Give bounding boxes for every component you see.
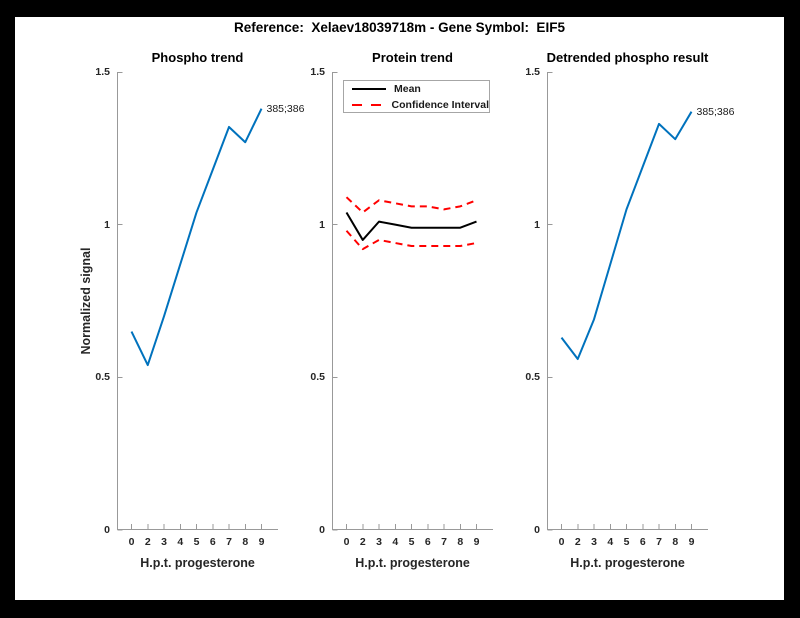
plot-area <box>117 72 278 531</box>
x-axis-label: H.p.t. progesterone <box>140 556 255 570</box>
legend-label: Confidence Interval <box>391 98 489 111</box>
x-tick-label: 0 <box>128 536 135 548</box>
y-tick-label: 0 <box>104 524 110 536</box>
x-tick-label: 7 <box>656 536 662 548</box>
x-tick-label: 8 <box>672 536 679 548</box>
confidence-upper-line <box>345 196 477 214</box>
y-axis-label: Normalized signal <box>79 247 93 355</box>
y-tick-label: 1 <box>319 218 325 231</box>
y-tick-label: 1.5 <box>95 66 110 78</box>
subplot-phospho-trend: Phospho trend Normalized signal 385;386 … <box>79 50 304 570</box>
protein-mean-line <box>345 211 477 241</box>
x-tick-label: 3 <box>376 536 382 548</box>
subplot-protein-trend: Protein trend Mean Confidence Interval H.… <box>310 50 493 570</box>
x-tick-label: 8 <box>242 536 249 548</box>
x-tick-label: 9 <box>258 536 265 548</box>
x-tick-label: 4 <box>177 536 184 548</box>
y-tick-label: 1 <box>104 218 110 231</box>
x-tick-label: 2 <box>359 536 366 548</box>
x-tick-label: 2 <box>144 536 151 548</box>
x-axis-label: H.p.t. progesterone <box>570 556 685 570</box>
x-tick-label: 4 <box>392 536 399 548</box>
x-tick-label: 9 <box>473 536 480 548</box>
y-tick-label: 0.5 <box>310 371 325 384</box>
y-tick-label: 0.5 <box>95 371 110 384</box>
y-tick-label: 0.5 <box>525 371 540 384</box>
x-tick-label: 9 <box>688 536 695 548</box>
figure-title: Reference: Xelaev18039718m - Gene Symbol… <box>234 20 565 35</box>
confidence-lower-line <box>345 230 477 251</box>
y-tick-label: 1.5 <box>310 66 325 78</box>
x-tick-label: 5 <box>623 536 630 548</box>
plot-area <box>547 72 708 531</box>
x-tick-label: 6 <box>209 536 216 548</box>
legend-entry: Mean <box>351 82 489 96</box>
endpoint-annotation: 385;386 <box>696 105 735 118</box>
x-tick-label: 0 <box>558 536 565 548</box>
subplot-title: Protein trend <box>372 50 453 65</box>
x-axis-label: H.p.t. progesterone <box>355 556 470 570</box>
y-tick-label: 0 <box>319 524 325 536</box>
legend-dashed-line-swatch <box>352 103 385 106</box>
matlab-figure: Reference: Xelaev18039718m - Gene Symbol… <box>15 17 784 600</box>
legend-label: Mean <box>394 82 421 95</box>
x-tick-label: 3 <box>591 536 597 548</box>
subplot-title: Detrended phospho result <box>546 50 709 65</box>
y-tick-label: 1 <box>534 218 540 231</box>
x-tick-label: 7 <box>226 536 232 548</box>
x-tick-label: 5 <box>193 536 200 548</box>
detrended-phospho-signal-line <box>560 111 693 361</box>
x-tick-label: 6 <box>639 536 646 548</box>
x-tick-label: 0 <box>343 536 350 548</box>
legend-box: Mean Confidence Interval <box>343 80 490 113</box>
x-tick-label: 4 <box>607 536 614 548</box>
subplot-detrended-phospho: Detrended phospho result 385;386 H.p.t. … <box>525 50 734 570</box>
subplot-title: Phospho trend <box>151 50 244 65</box>
y-tick-label: 0 <box>534 524 540 536</box>
endpoint-annotation: 385;386 <box>266 102 305 115</box>
legend-solid-line-swatch <box>352 87 386 90</box>
legend-entry: Confidence Interval <box>351 98 489 112</box>
x-tick-label: 8 <box>457 536 464 548</box>
x-tick-label: 7 <box>441 536 447 548</box>
x-tick-label: 3 <box>161 536 167 548</box>
x-tick-label: 2 <box>574 536 581 548</box>
phospho-signal-line <box>130 108 263 367</box>
x-tick-label: 5 <box>408 536 415 548</box>
x-tick-label: 6 <box>424 536 431 548</box>
y-tick-label: 1.5 <box>525 66 540 78</box>
plot-area <box>332 72 493 531</box>
